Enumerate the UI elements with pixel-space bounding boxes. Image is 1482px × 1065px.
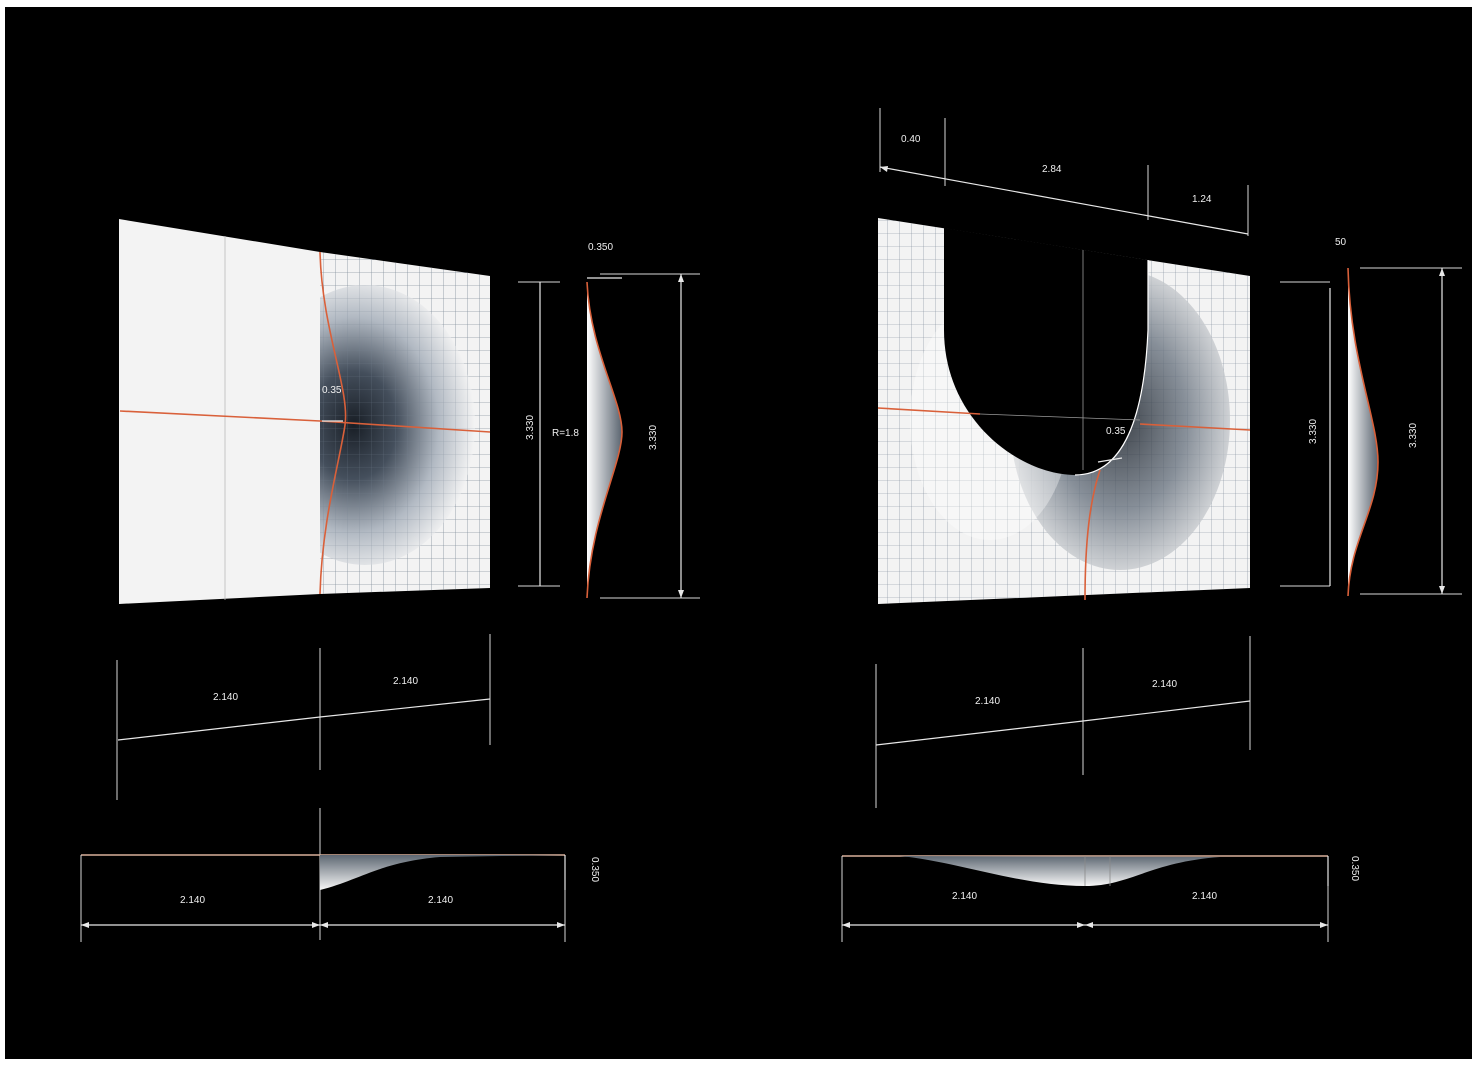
left-inner-depth-label: 0.35 bbox=[322, 385, 342, 396]
left-depth-top-label: 0.350 bbox=[588, 242, 613, 253]
right-panel: 0.35 0.40 2.84 1.24 3.330 50 3.330 2.140… bbox=[841, 108, 1462, 942]
left-panel: 0.35 3.330 R=1.8 0.350 3.330 2.140 2.140 bbox=[80, 219, 700, 942]
right-height-outer-label: 3.330 bbox=[1408, 423, 1419, 448]
right-width-right-label: 2.140 bbox=[1152, 679, 1177, 690]
right-top-right-label: 50 bbox=[1335, 237, 1347, 248]
left-section-profile bbox=[320, 855, 565, 890]
left-flat-surface bbox=[119, 219, 320, 604]
left-bell-section bbox=[587, 282, 622, 598]
left-height-inner-label: 3.330 bbox=[525, 415, 536, 440]
right-section-left-label: 2.140 bbox=[952, 891, 977, 902]
left-section-left-label: 2.140 bbox=[180, 895, 205, 906]
left-radius-label: R=1.8 bbox=[552, 428, 579, 439]
left-width-right-label: 2.140 bbox=[393, 676, 418, 687]
right-height-inner-label: 3.330 bbox=[1308, 419, 1319, 444]
right-inner-depth-label: 0.35 bbox=[1106, 426, 1126, 437]
right-arch-opening bbox=[944, 228, 1148, 475]
left-height-outer-label: 3.330 bbox=[648, 425, 659, 450]
right-section-profile bbox=[900, 856, 1220, 886]
right-width-left-label: 2.140 bbox=[975, 696, 1000, 707]
right-section-depth-label: 0.350 bbox=[1349, 856, 1360, 881]
right-profile-curve bbox=[1084, 469, 1101, 601]
left-section-right-label: 2.140 bbox=[428, 895, 453, 906]
left-section-depth-label: 0.350 bbox=[589, 857, 600, 882]
right-top-a-label: 0.40 bbox=[901, 134, 921, 145]
right-top-b-label: 2.84 bbox=[1042, 164, 1062, 175]
right-bell-section bbox=[1348, 268, 1378, 596]
left-profile-curve bbox=[319, 251, 347, 595]
right-top-c-label: 1.24 bbox=[1192, 194, 1212, 205]
left-width-left-label: 2.140 bbox=[213, 692, 238, 703]
right-section-right-label: 2.140 bbox=[1192, 891, 1217, 902]
